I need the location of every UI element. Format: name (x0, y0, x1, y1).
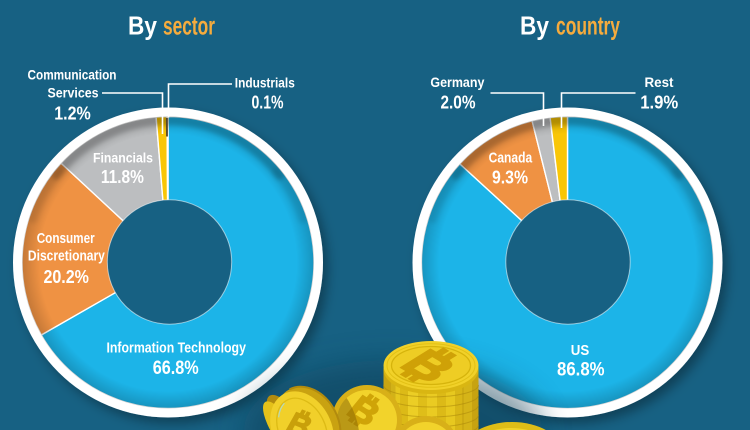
svg-text:0.1%: 0.1% (252, 93, 284, 113)
svg-text:Communication: Communication (28, 67, 117, 83)
svg-text:country: country (556, 11, 620, 41)
svg-text:US: US (571, 342, 590, 359)
svg-text:86.8%: 86.8% (557, 359, 605, 381)
svg-text:Services: Services (48, 84, 99, 100)
svg-text:Germany: Germany (430, 74, 484, 90)
svg-text:Rest: Rest (645, 74, 674, 90)
svg-text:Canada: Canada (489, 150, 533, 167)
svg-text:1.9%: 1.9% (640, 93, 678, 113)
svg-text:20.2%: 20.2% (43, 266, 89, 287)
svg-text:By: By (520, 11, 549, 41)
svg-text:Information Technology: Information Technology (106, 339, 246, 356)
svg-text:Financials: Financials (93, 149, 153, 165)
svg-text:sector: sector (163, 11, 215, 41)
svg-text:Consumer: Consumer (37, 231, 95, 247)
svg-text:Industrials: Industrials (235, 75, 295, 91)
svg-text:2.0%: 2.0% (441, 93, 476, 113)
svg-text:Discretionary: Discretionary (28, 248, 105, 264)
svg-text:11.8%: 11.8% (101, 167, 144, 187)
svg-text:9.3%: 9.3% (492, 168, 528, 188)
svg-text:1.2%: 1.2% (54, 104, 91, 124)
svg-text:By: By (128, 11, 157, 41)
svg-text:66.8%: 66.8% (153, 357, 199, 379)
